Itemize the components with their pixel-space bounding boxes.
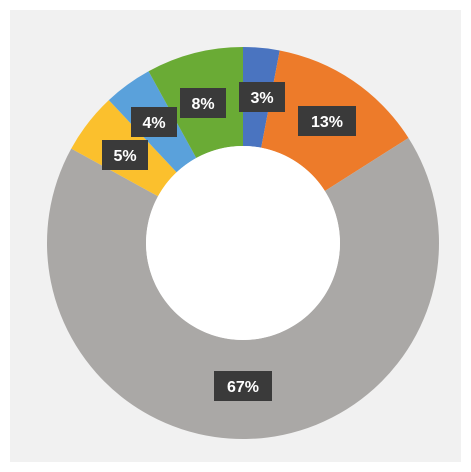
data-label-3pct: 3% xyxy=(239,82,285,112)
data-label-text: 67% xyxy=(227,379,259,396)
data-label-text: 13% xyxy=(311,114,343,131)
data-label-box xyxy=(298,106,356,136)
data-label-box xyxy=(239,82,285,112)
data-label-text: 3% xyxy=(250,90,273,107)
data-label-67pct: 67% xyxy=(214,371,272,401)
data-label-text: 8% xyxy=(191,96,214,113)
data-label-box xyxy=(214,371,272,401)
data-label-4pct: 4% xyxy=(131,107,177,137)
data-label-8pct: 8% xyxy=(180,88,226,118)
data-label-text: 4% xyxy=(142,115,165,132)
data-label-13pct: 13% xyxy=(298,106,356,136)
donut-hole xyxy=(146,146,340,340)
data-label-text: 5% xyxy=(113,148,136,165)
data-label-box xyxy=(102,140,148,170)
slice-67pct xyxy=(47,137,440,439)
data-label-box xyxy=(131,107,177,137)
slice-labels: 3% 13% 67% 5% 4% 8% xyxy=(102,82,356,401)
data-label-box xyxy=(180,88,226,118)
data-label-5pct: 5% xyxy=(102,140,148,170)
